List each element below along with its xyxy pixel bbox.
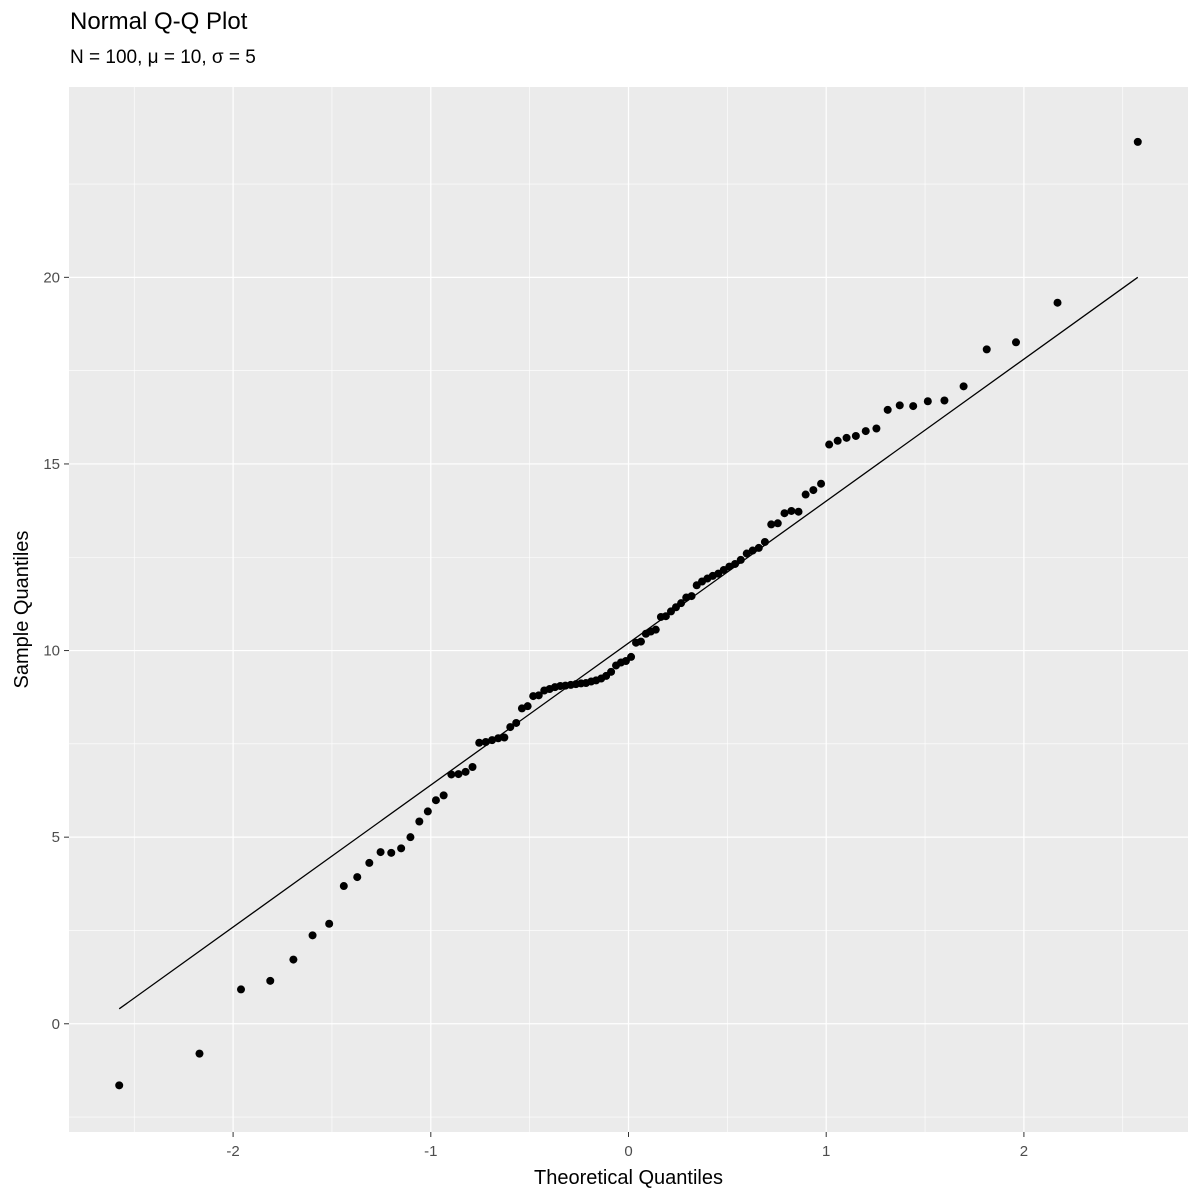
data-point <box>423 807 432 816</box>
data-point <box>909 402 918 411</box>
data-point <box>387 848 396 857</box>
data-point <box>481 737 490 746</box>
x-tick-label: 0 <box>624 1143 632 1160</box>
data-point <box>468 762 477 771</box>
data-point <box>736 555 745 564</box>
data-point <box>661 612 670 621</box>
data-point <box>266 976 275 985</box>
data-point <box>397 844 406 853</box>
y-tick-label: 0 <box>52 1016 60 1033</box>
data-point <box>801 490 810 499</box>
data-point <box>760 537 769 546</box>
data-point <box>773 519 782 528</box>
data-point <box>809 486 818 495</box>
data-point <box>861 427 870 436</box>
data-point <box>817 479 826 488</box>
x-tick-label: -2 <box>226 1143 239 1160</box>
data-point <box>406 833 415 842</box>
data-point <box>454 770 463 779</box>
data-point <box>447 770 456 779</box>
chart-subtitle: N = 100, μ = 10, σ = 5 <box>70 47 256 68</box>
reference-line <box>118 276 1139 1010</box>
data-point <box>325 919 334 928</box>
data-point <box>115 1081 124 1090</box>
data-point <box>494 734 503 743</box>
y-tick-label: 15 <box>43 456 60 473</box>
data-point <box>742 549 751 558</box>
data-point <box>506 723 515 732</box>
x-axis-title: Theoretical Quantiles <box>534 1167 723 1189</box>
data-point <box>780 509 789 518</box>
y-tick-label: 5 <box>52 829 60 846</box>
data-point <box>687 592 696 601</box>
data-point <box>415 817 424 826</box>
data-point <box>825 440 834 449</box>
data-point <box>754 543 763 552</box>
y-tick-label: 20 <box>43 269 60 286</box>
data-point <box>1133 137 1142 146</box>
data-point <box>353 873 362 882</box>
data-point <box>940 396 949 405</box>
data-point <box>607 667 616 676</box>
y-tick-label: 10 <box>43 643 60 660</box>
x-tick-label: 2 <box>1020 1143 1028 1160</box>
data-point <box>534 691 543 700</box>
data-point <box>923 397 932 406</box>
data-point <box>895 401 904 410</box>
data-point <box>339 882 348 891</box>
data-point <box>872 424 881 433</box>
x-tick-label: 1 <box>822 1143 830 1160</box>
data-point <box>475 738 484 747</box>
data-point <box>833 436 842 445</box>
data-point <box>851 431 860 440</box>
x-tick-label: -1 <box>424 1143 437 1160</box>
data-point <box>308 931 317 940</box>
data-point <box>1011 338 1020 347</box>
data-point <box>512 718 521 727</box>
y-axis-title: Sample Quantiles <box>11 531 33 689</box>
data-point <box>439 791 448 800</box>
data-point <box>237 985 246 994</box>
data-point <box>982 345 991 354</box>
data-point <box>959 382 968 391</box>
data-point <box>431 796 440 805</box>
data-point <box>1053 298 1062 307</box>
data-point <box>748 546 757 555</box>
data-point <box>461 767 470 776</box>
data-point <box>523 702 532 711</box>
data-point <box>488 736 497 745</box>
data-point <box>365 858 374 867</box>
y-axis-ticks: 0 5 10 15 20 <box>43 269 69 1033</box>
data-point <box>767 520 776 529</box>
data-point <box>842 433 851 442</box>
grid-major-lines <box>69 87 1188 1132</box>
data-point <box>636 637 645 646</box>
data-point <box>651 625 660 634</box>
data-point <box>787 506 796 515</box>
chart-title: Normal Q-Q Plot <box>70 8 248 35</box>
data-point <box>500 733 509 742</box>
x-axis-ticks: -2 -1 0 1 2 <box>226 1132 1028 1160</box>
data-point <box>883 405 892 414</box>
data-points <box>115 137 1142 1090</box>
data-point <box>289 955 298 964</box>
data-point <box>627 652 636 661</box>
data-point <box>731 559 740 568</box>
data-point <box>376 848 385 857</box>
data-point <box>677 599 686 608</box>
data-point <box>794 507 803 516</box>
data-point <box>195 1049 204 1058</box>
